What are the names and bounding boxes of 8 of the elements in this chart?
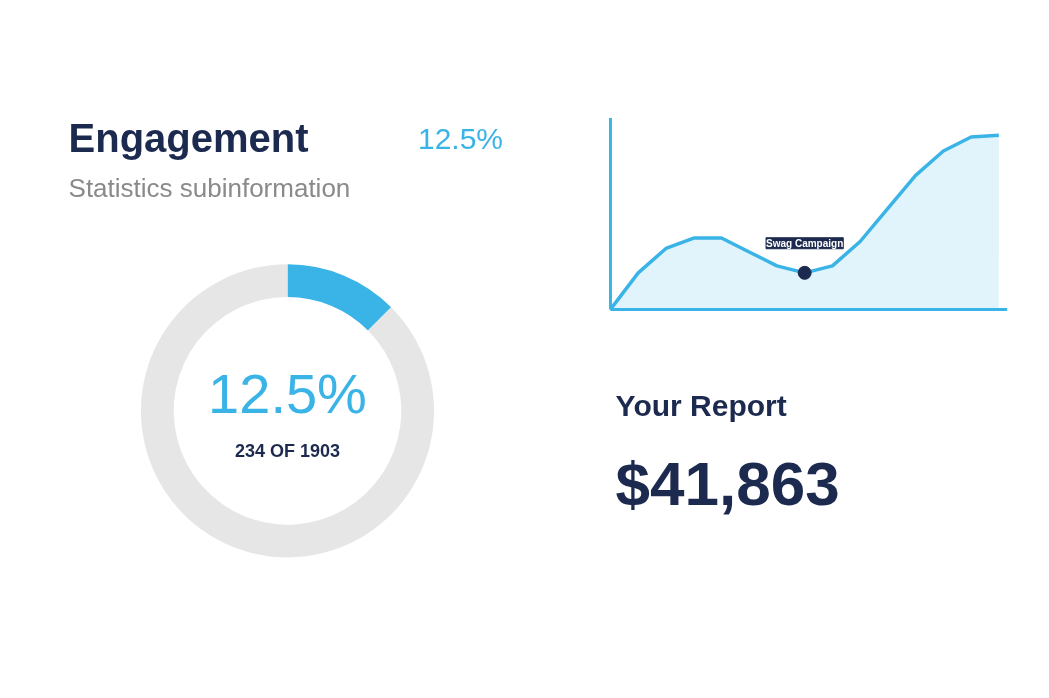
chart-title: Engagement: [68, 116, 309, 161]
text: 234 OF 1903: [234, 440, 341, 461]
chart-subtitle: Statistics subinformation: [68, 173, 351, 204]
text: $41,863: [615, 448, 840, 518]
annotation: Swag Campaign: [766, 237, 844, 249]
text: 12.5%: [208, 362, 367, 426]
text: Your Report: [615, 388, 787, 422]
text: 12.5%: [417, 121, 504, 155]
